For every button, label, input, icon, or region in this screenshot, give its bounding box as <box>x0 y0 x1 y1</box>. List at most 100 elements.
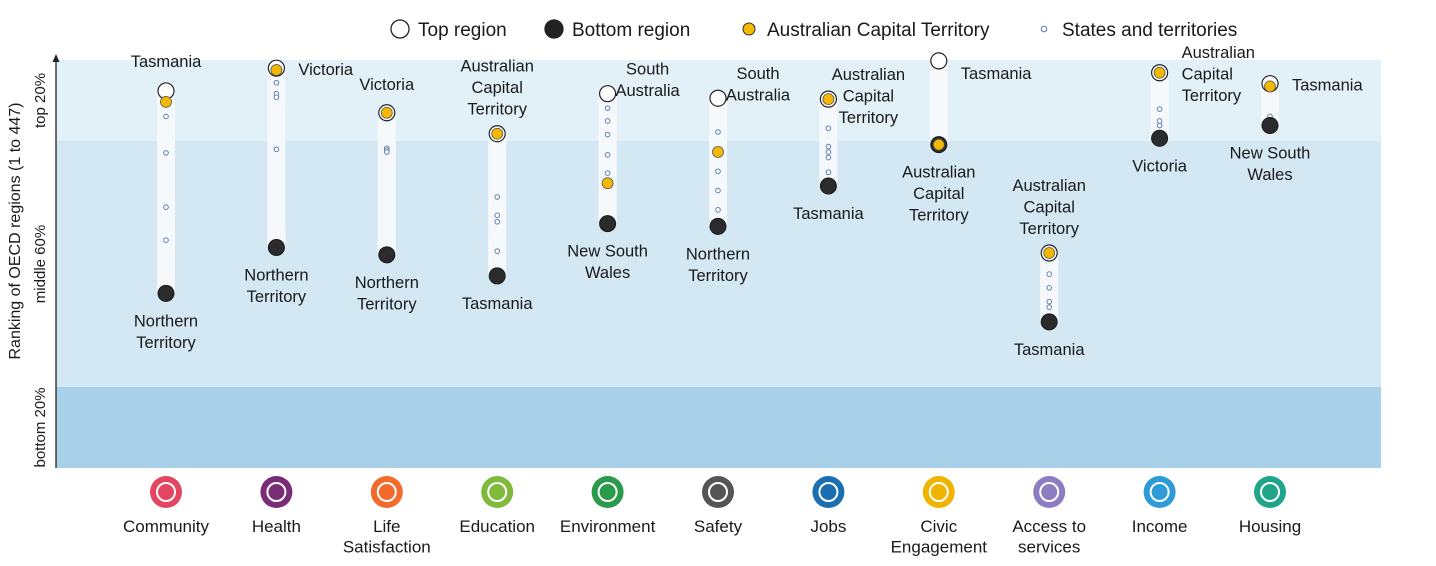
column-jobs: Australian Capital Territory Tasmania <box>793 66 905 223</box>
legend-marker-bottom <box>544 19 564 39</box>
bottom-label-income: Victoria <box>1132 157 1188 175</box>
legend-marker-act <box>742 22 756 36</box>
band-label-middle-60: middle 60% <box>32 225 49 303</box>
category-label-education: Education <box>459 517 535 536</box>
act-point-safety <box>712 146 724 158</box>
column-education: Australian Capital Territory Tasmania <box>461 58 534 313</box>
range-bar-health <box>267 68 286 248</box>
legend-marker-top <box>390 19 410 39</box>
y-axis-title: Ranking of OECD regions (1 to 447) <box>7 102 24 359</box>
act-point-education <box>491 127 504 140</box>
range-bar-environment <box>598 93 617 224</box>
top-label-housing: Tasmania <box>1292 77 1363 95</box>
band-label-bottom-20: bottom 20% <box>32 387 49 467</box>
state-point-jobs-1 <box>825 143 832 150</box>
bottom-label-environment: New South Wales <box>567 243 648 283</box>
legend-label-states: States and territories <box>1062 20 1237 41</box>
y-axis-arrow <box>52 54 60 62</box>
range-bar-life-satisfaction <box>377 112 396 255</box>
range-bar-housing <box>1261 83 1279 126</box>
act-point-income <box>1153 66 1166 79</box>
range-bar-jobs <box>819 99 838 186</box>
state-point-education-2 <box>494 218 501 225</box>
state-point-safety-3 <box>715 207 721 213</box>
bottom-label-safety: Northern Territory <box>686 245 750 285</box>
top-label-life-satisfaction: Victoria <box>359 76 415 94</box>
bottom-point-community <box>157 284 175 302</box>
indicator-columns: Tasmania Northern Territory Victoria Norther… <box>131 44 1364 359</box>
legend-item-bottom-region: Bottom region <box>544 19 690 41</box>
top-point-civic-engagement <box>930 52 948 70</box>
jobs-icon <box>812 476 845 508</box>
category-label-community: Community <box>123 517 209 536</box>
bottom-point-safety <box>709 217 727 235</box>
act-point-access-to-services <box>1043 247 1056 259</box>
category-label-environment: Environment <box>560 517 656 536</box>
state-point-education-3 <box>494 248 501 254</box>
range-bar-safety <box>709 98 727 227</box>
range-bar-community <box>157 90 175 294</box>
income-icon <box>1143 476 1176 508</box>
state-point-education-0 <box>494 194 501 200</box>
top-label-jobs: Australian Capital Territory <box>832 66 905 127</box>
bottom-point-life-satisfaction <box>378 246 396 264</box>
legend-item-states-and-territories: States and territories <box>1040 20 1237 41</box>
act-point-jobs <box>822 93 835 106</box>
access-to-services-icon <box>1033 476 1066 508</box>
category-label-safety: Safety <box>694 517 743 536</box>
category-label-income: Income <box>1132 517 1188 536</box>
community-icon <box>150 476 182 508</box>
life-satisfaction-icon <box>370 476 403 508</box>
top-label-safety: South Australia <box>726 65 791 105</box>
column-life-satisfaction: Victoria Northern Territory <box>355 76 419 314</box>
column-housing: Tasmania New South Wales <box>1230 75 1363 184</box>
state-point-safety-2 <box>715 187 721 194</box>
state-point-environment-2 <box>604 131 611 138</box>
top-label-education: Australian Capital Territory <box>461 58 534 119</box>
state-point-environment-4 <box>604 170 611 176</box>
legend-item-australian-capital-territory: Australian Capital Territory <box>742 20 990 41</box>
bottom-point-income <box>1151 129 1169 147</box>
health-icon <box>260 476 293 508</box>
bottom-point-education <box>488 267 506 285</box>
column-health: Victoria Northern Territory <box>244 59 354 306</box>
state-point-health-3 <box>273 146 280 153</box>
top-label-environment: South Australia <box>615 61 680 101</box>
bottom-point-environment <box>599 215 617 233</box>
state-point-access-to-services-2 <box>1046 298 1052 305</box>
range-bar-education <box>488 133 507 276</box>
column-environment: South Australia New South Wales <box>567 61 680 282</box>
state-point-community-2 <box>163 204 169 210</box>
state-point-jobs-4 <box>825 169 832 176</box>
act-point-community <box>160 95 172 108</box>
act-point-health <box>270 64 283 76</box>
top-point-environment <box>598 85 617 103</box>
bottom-label-community: Northern Territory <box>134 312 198 352</box>
bottom-point-access-to-services <box>1040 313 1058 331</box>
band-labels: top 20% middle 60% bottom 20% <box>32 73 49 468</box>
range-bar-income <box>1150 72 1169 139</box>
bottom-label-health: Northern Territory <box>244 266 308 306</box>
top-label-community: Tasmania <box>131 53 202 71</box>
state-point-environment-0 <box>604 105 611 112</box>
state-point-education-1 <box>494 212 501 219</box>
legend: Top region Bottom region Australian Capita… <box>390 19 1237 41</box>
top-label-civic-engagement: Tasmania <box>961 65 1032 83</box>
column-income: Australian Capital Territory Victoria <box>1132 44 1255 175</box>
legend-marker-states <box>1040 25 1048 33</box>
legend-item-top-region: Top region <box>390 19 507 41</box>
band-bottom-20 <box>56 387 1381 468</box>
state-point-community-1 <box>163 150 169 156</box>
category-icons <box>150 476 1286 508</box>
state-point-environment-1 <box>604 118 611 124</box>
education-icon <box>481 476 514 508</box>
top-point-safety <box>709 89 727 107</box>
legend-label-top: Top region <box>418 20 507 41</box>
column-access-to-services: Australian Capital Territory Tasmania <box>1013 177 1086 359</box>
state-point-health-2 <box>273 94 280 101</box>
top-label-health: Victoria <box>298 61 354 79</box>
environment-icon <box>591 476 624 508</box>
bottom-point-housing <box>1261 117 1279 135</box>
safety-icon <box>702 476 734 508</box>
